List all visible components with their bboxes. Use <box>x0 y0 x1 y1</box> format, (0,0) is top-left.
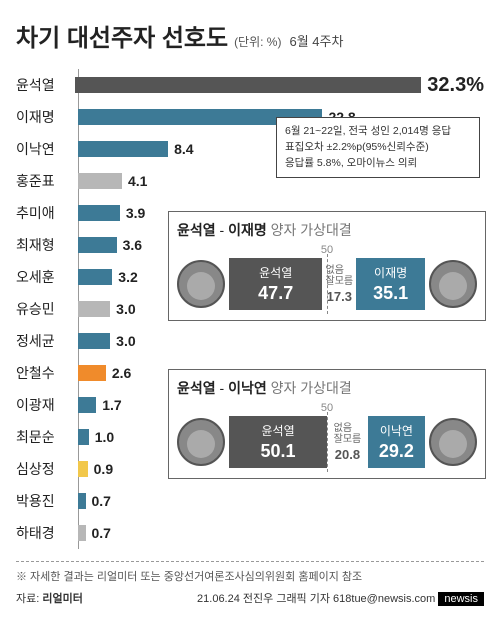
vs-bar: 윤석열47.7 없음잘모름17.3 이재명35.1 <box>177 258 477 310</box>
bar-value: 32.3% <box>427 74 484 97</box>
bar-value: 3.0 <box>116 333 135 349</box>
bar-value: 3.0 <box>116 301 135 317</box>
avatar-right <box>429 418 477 466</box>
candidate-name: 최문순 <box>16 427 78 447</box>
bar <box>78 525 86 541</box>
seg-right: 이낙연29.2 <box>368 416 425 468</box>
credit-badge: newsis <box>438 592 484 606</box>
candidate-name: 윤석열 <box>16 75 75 95</box>
bar-value: 3.2 <box>118 269 137 285</box>
bar <box>78 429 89 445</box>
vs-bar: 윤석열50.1 없음잘모름20.8 이낙연29.2 <box>177 416 477 468</box>
footer-note: ※ 자세한 결과는 리얼미터 또는 중앙선거여론조사심의위원회 홈페이지 참조 <box>16 568 484 584</box>
bar <box>78 461 88 477</box>
candidate-name: 이낙연 <box>16 139 78 159</box>
matchup-title: 윤석열 - 이낙연 양자 가상대결 <box>177 378 477 398</box>
matchup-title: 윤석열 - 이재명 양자 가상대결 <box>177 220 477 240</box>
seg-left: 윤석열50.1 <box>229 416 327 468</box>
byline: 21.06.24 전진우 그래픽 기자 618tue@newsis.com ne… <box>197 590 484 606</box>
bar <box>78 173 122 189</box>
center-dash <box>327 254 328 314</box>
bar <box>75 77 421 93</box>
bar-value: 0.9 <box>94 461 113 477</box>
bar <box>78 333 110 349</box>
bar-wrap: 0.7 <box>78 493 484 509</box>
bar <box>78 141 168 157</box>
bar-value: 3.6 <box>123 237 142 253</box>
bar-value: 0.7 <box>92 493 111 509</box>
note-line: 6월 21~22일, 전국 성인 2,014명 응답 <box>285 124 471 140</box>
bar <box>78 493 86 509</box>
bar-row: 윤석열 32.3% <box>16 69 484 101</box>
bar-wrap: 32.3% <box>75 74 484 97</box>
note-line: 표집오차 ±2.2%p(95%신뢰수준) <box>285 140 471 156</box>
candidate-name: 이재명 <box>16 107 78 127</box>
bar-value: 8.4 <box>174 141 193 157</box>
note-line: 응답률 5.8%, 오마이뉴스 의뢰 <box>285 156 471 172</box>
bar-value: 1.0 <box>95 429 114 445</box>
seg-left: 윤석열47.7 <box>229 258 322 310</box>
unit-label: (단위: %) <box>234 33 281 50</box>
bar <box>78 205 120 221</box>
candidate-name: 홍준표 <box>16 171 78 191</box>
bar-value: 4.1 <box>128 173 147 189</box>
candidate-name: 유승민 <box>16 299 78 319</box>
candidate-name: 이광재 <box>16 395 78 415</box>
avatar-right <box>429 260 477 308</box>
candidate-name: 정세균 <box>16 331 78 351</box>
header: 차기 대선주자 선호도 (단위: %) 6월 4주차 <box>16 18 484 53</box>
bar <box>78 237 117 253</box>
candidate-name: 심상정 <box>16 459 78 479</box>
chart-container: 차기 대선주자 선호도 (단위: %) 6월 4주차 윤석열 32.3% 이재명… <box>0 0 500 616</box>
matchup-panel: 윤석열 - 이재명 양자 가상대결 50 윤석열47.7 없음잘모름17.3 이… <box>168 211 486 321</box>
bar-row: 하태경 0.7 <box>16 517 484 549</box>
candidate-name: 박용진 <box>16 491 78 511</box>
bar-row: 박용진 0.7 <box>16 485 484 517</box>
bar <box>78 365 106 381</box>
candidate-name: 최재형 <box>16 235 78 255</box>
seg-right: 이재명35.1 <box>356 258 425 310</box>
bar-chart-area: 윤석열 32.3% 이재명 22.8 이낙연 8.4 홍준표 4.1 추미애 3… <box>16 69 484 549</box>
bar <box>78 269 112 285</box>
candidate-name: 안철수 <box>16 363 78 383</box>
bar <box>78 301 110 317</box>
bar-wrap: 0.7 <box>78 525 484 541</box>
period-label: 6월 4주차 <box>289 31 343 50</box>
bar-wrap: 3.0 <box>78 333 484 349</box>
candidate-name: 오세훈 <box>16 267 78 287</box>
matchup-panel: 윤석열 - 이낙연 양자 가상대결 50 윤석열50.1 없음잘모름20.8 이… <box>168 369 486 479</box>
bar <box>78 397 96 413</box>
center-dash <box>327 412 328 472</box>
avatar-left <box>177 260 225 308</box>
footer: ※ 자세한 결과는 리얼미터 또는 중앙선거여론조사심의위원회 홈페이지 참조 … <box>16 561 484 606</box>
bar-value: 1.7 <box>102 397 121 413</box>
bar-row: 정세균 3.0 <box>16 325 484 357</box>
candidate-name: 하태경 <box>16 523 78 543</box>
bar-value: 2.6 <box>112 365 131 381</box>
avatar-left <box>177 418 225 466</box>
source: 자료: 리얼미터 <box>16 590 83 606</box>
chart-title: 차기 대선주자 선호도 <box>16 18 228 53</box>
bar-value: 3.9 <box>126 205 145 221</box>
seg-gap: 없음잘모름20.8 <box>327 416 368 468</box>
bar-value: 0.7 <box>92 525 111 541</box>
candidate-name: 추미애 <box>16 203 78 223</box>
survey-note-box: 6월 21~22일, 전국 성인 2,014명 응답 표집오차 ±2.2%p(9… <box>276 117 480 178</box>
